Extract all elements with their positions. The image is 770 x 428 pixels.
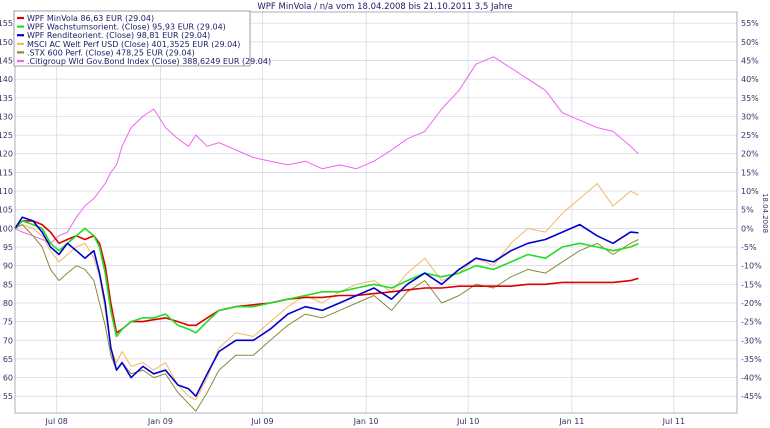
start-date-side-label: 18.04.2008 (761, 193, 769, 233)
y-left-tick-label: 135 (0, 94, 13, 103)
legend-label: .Citigroup Wld Gov.Bond Index (Close) 38… (27, 57, 271, 66)
x-tick-label: Jan 10 (353, 417, 379, 426)
y-right-tick-label: 45% (741, 56, 759, 65)
y-right-tick-label: 20% (741, 150, 759, 159)
y-right-tick-label: 40% (741, 75, 759, 84)
y-left-tick-label: 70 (3, 336, 13, 345)
legend-label: WPF MinVola 86,63 EUR (29.04) (27, 14, 154, 23)
y-right-tick-label: -15% (741, 280, 762, 289)
y-right-tick-label: 10% (741, 187, 759, 196)
x-tick-label: Jul 08 (45, 417, 68, 426)
series-line-4 (14, 224, 639, 412)
y-left-tick-label: 65 (3, 355, 13, 364)
y-left-tick-label: 85 (3, 280, 13, 289)
legend: WPF MinVola 86,63 EUR (29.04)WPF Wachstu… (13, 10, 271, 67)
y-left-tick-label: 125 (0, 131, 13, 140)
y-left-tick-label: 150 (0, 38, 13, 47)
series-layer (14, 56, 639, 412)
x-tick-label: Jul 09 (250, 417, 273, 426)
series-line-5 (14, 56, 639, 244)
y-right-tick-label: -45% (741, 392, 762, 401)
y-left-tick-label: 80 (3, 299, 13, 308)
plot-frame (14, 11, 738, 414)
x-tick-label: Jul 11 (662, 417, 685, 426)
x-tick-label: Jul 10 (456, 417, 479, 426)
chart-title: WPF MinVola / n/a vom 18.04.2008 bis 21.… (257, 2, 512, 12)
y-right-tick-label: 0% (741, 224, 754, 233)
y-right-tick-label: -25% (741, 318, 762, 327)
y-right-tick-label: -10% (741, 262, 762, 271)
x-tick-label: Jan 11 (558, 417, 584, 426)
y-right-tick-label: -5% (741, 243, 757, 252)
y-right-tick-label: 15% (741, 168, 759, 177)
legend-label: MSCI AC Welt Perf USD (Close) 401,3525 E… (27, 40, 240, 49)
axes (14, 11, 738, 414)
y-left-tick-label: 110 (0, 187, 13, 196)
y-left-tick-label: 55 (3, 392, 13, 401)
y-left-tick-label: 105 (0, 206, 13, 215)
y-left-tick-label: 130 (0, 112, 13, 121)
y-left-tick-label: 145 (0, 56, 13, 65)
y-right-tick-label: 5% (741, 206, 754, 215)
y-right-tick-label: -35% (741, 355, 762, 364)
legend-box (13, 10, 251, 67)
legend-label: WPF Renditeorient. (Close) 98,81 EUR (29… (27, 31, 210, 40)
y-right-tick-label: -20% (741, 299, 762, 308)
y-axis-right-ticks: -45% -40% -35% -30% -25% -20% -15% -10% -5% 0% 5% 1… (741, 19, 762, 401)
series-line-1 (14, 220, 639, 338)
y-right-tick-label: 30% (741, 112, 759, 121)
series-line-3 (14, 183, 639, 401)
legend-label: WPF Wachstumsorient. (Close) 95,93 EUR (… (27, 23, 226, 32)
y-axis-left-ticks: 55 60 65 70 75 80 85 90 95 100 105 110 115 120 125 130 1… (0, 19, 13, 401)
x-tick-label: Jan 09 (147, 417, 173, 426)
y-left-tick-label: 120 (0, 150, 13, 159)
y-right-tick-label: 35% (741, 94, 759, 103)
y-right-tick-label: -30% (741, 336, 762, 345)
y-left-tick-label: 115 (0, 168, 13, 177)
grid-lines (15, 12, 737, 413)
y-right-tick-label: 50% (741, 38, 759, 47)
legend-label: .STX 600 Perf. (Close) 478,25 EUR (29.04… (27, 48, 195, 57)
y-left-tick-label: 155 (0, 19, 13, 28)
y-left-tick-label: 75 (3, 318, 13, 327)
y-left-tick-label: 140 (0, 75, 13, 84)
series-line-2 (14, 216, 639, 397)
y-right-tick-label: 25% (741, 131, 759, 140)
y-right-tick-label: -40% (741, 374, 762, 383)
y-left-tick-label: 95 (3, 243, 13, 252)
y-right-tick-label: 55% (741, 19, 759, 28)
legend-items: WPF MinVola 86,63 EUR (29.04)WPF Wachstu… (17, 14, 271, 66)
y-left-tick-label: 60 (3, 374, 13, 383)
y-left-tick-label: 90 (3, 262, 13, 271)
y-left-tick-label: 100 (0, 224, 13, 233)
x-axis-ticks: Jul 08 Jan 09 Jul 09 Jan 10 Jul 10 Jan 11 Jul … (45, 417, 686, 426)
